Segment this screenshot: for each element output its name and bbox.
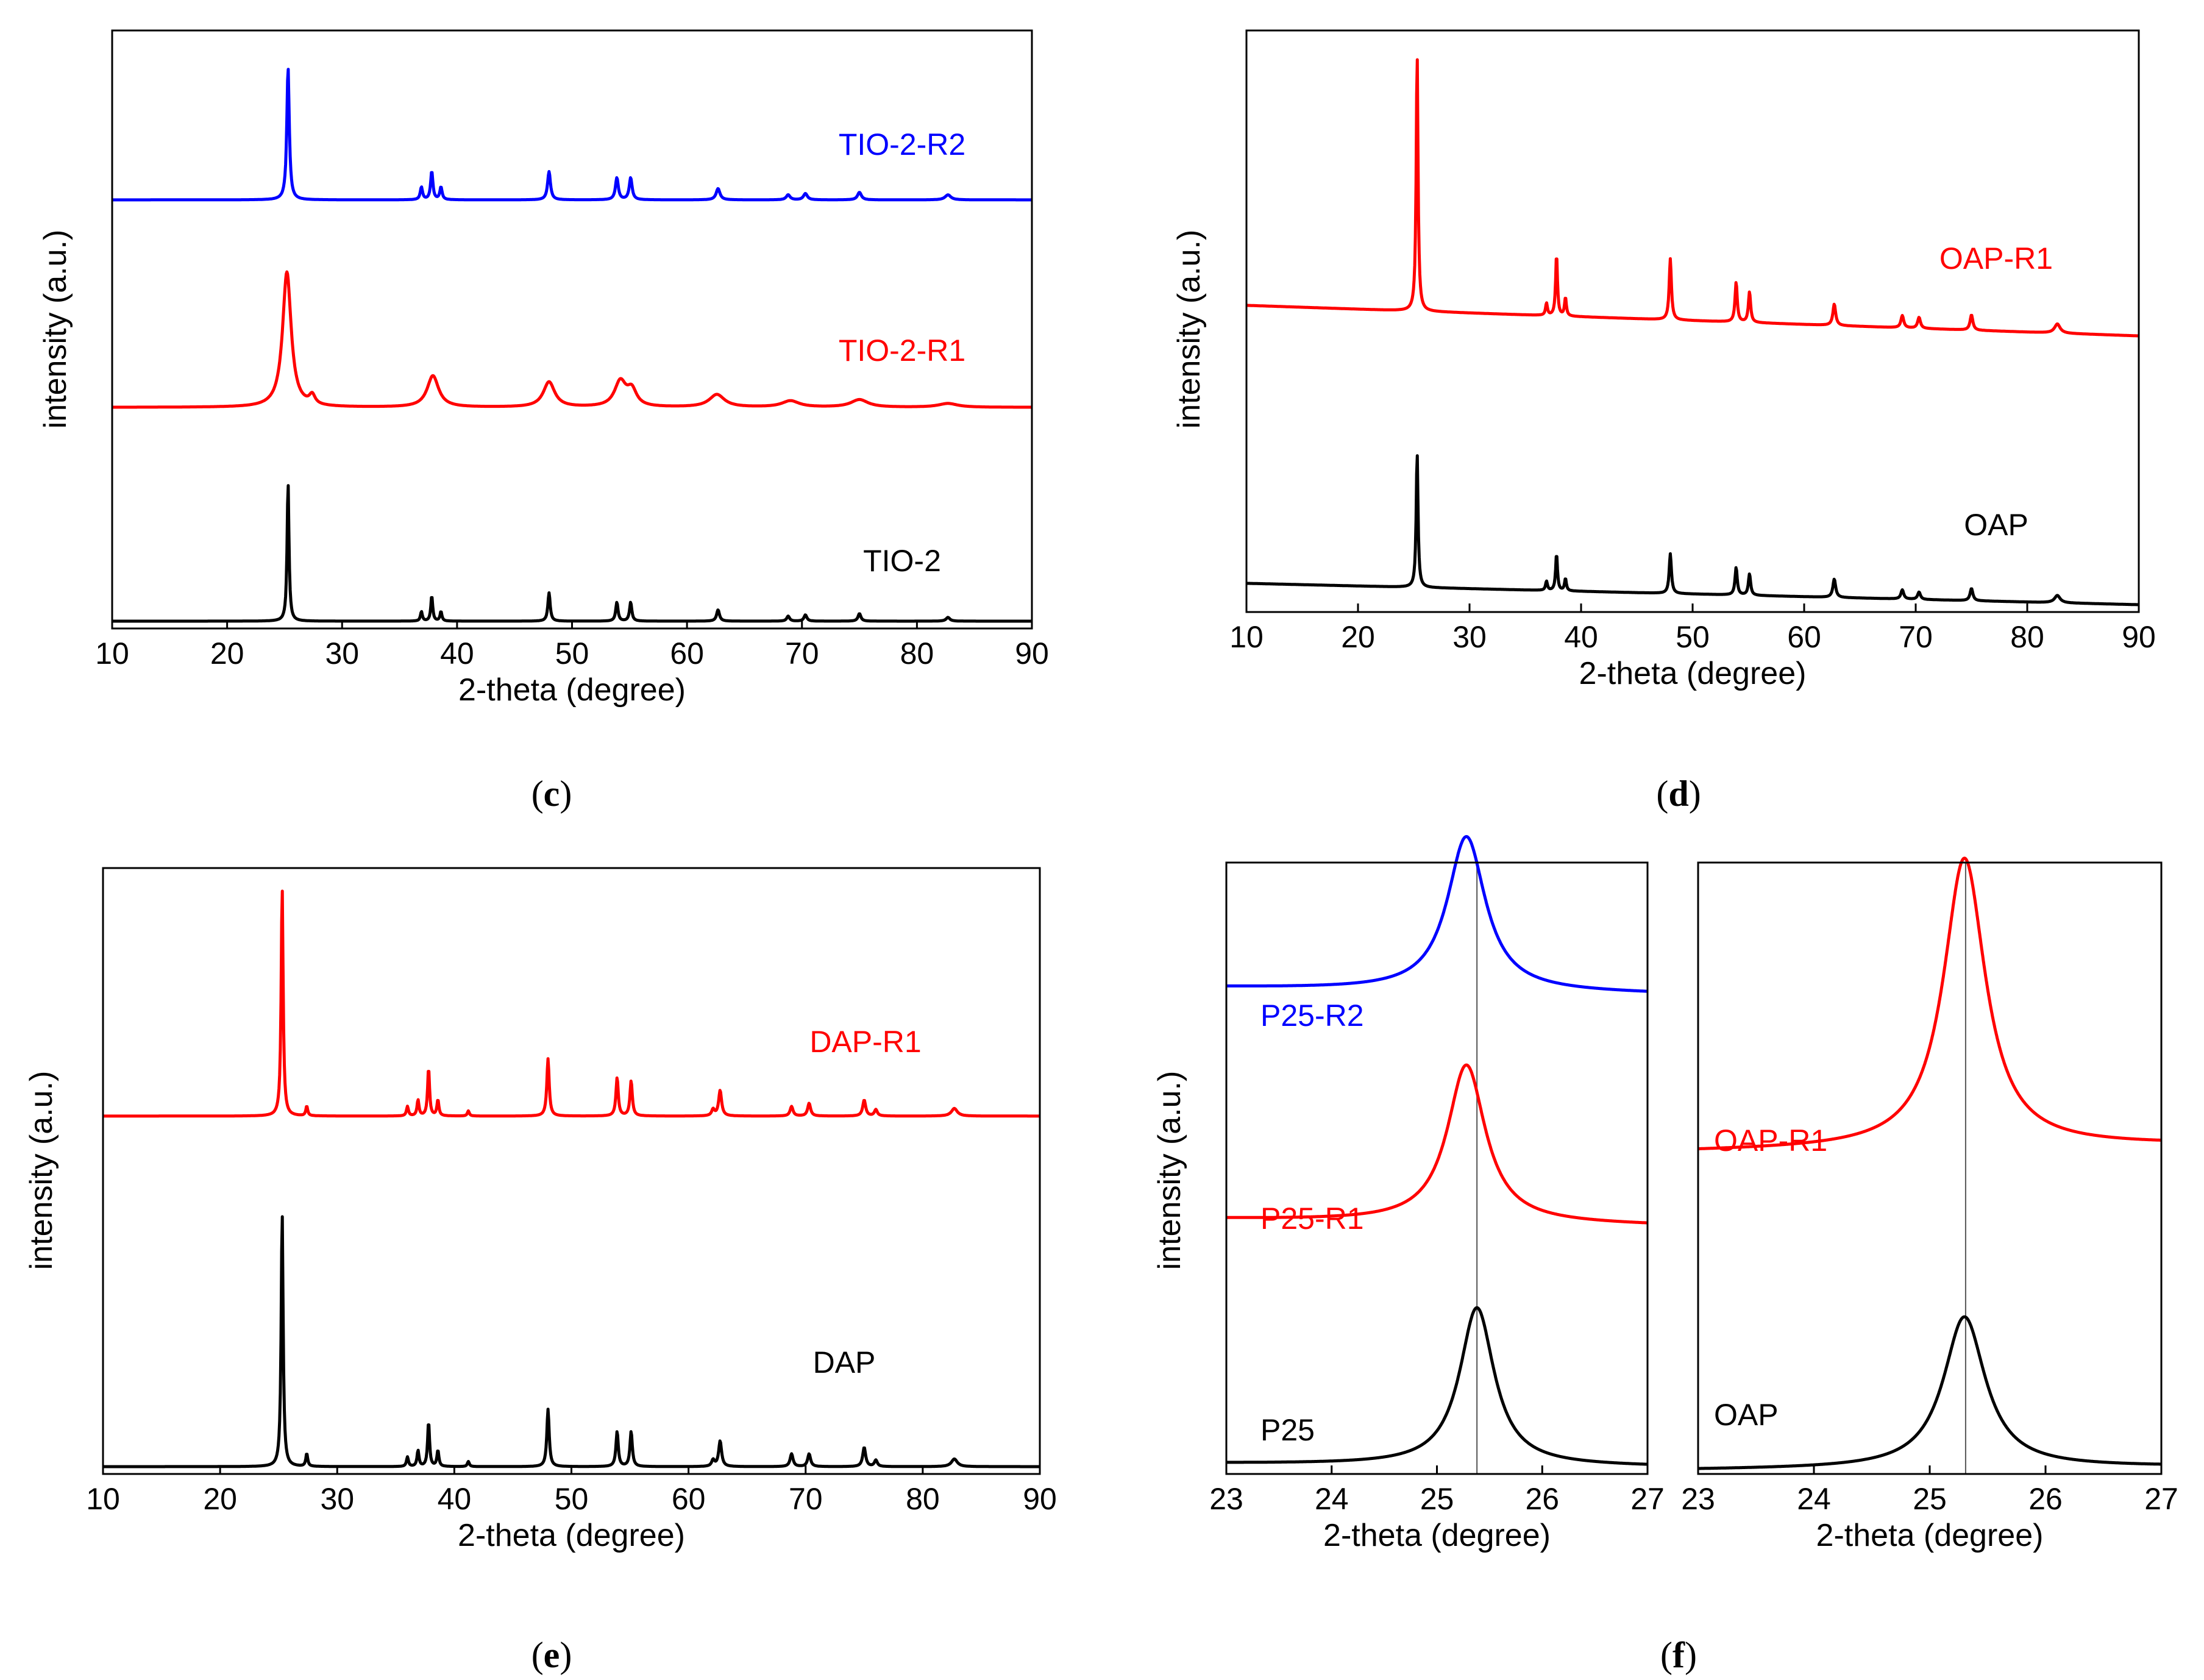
x-axis-label: 2-theta (degree) bbox=[1816, 1518, 2044, 1553]
series-line-p25-r2 bbox=[1225, 835, 1649, 993]
panel-d-chart: OAP-R1 OAP 10 20 30 40 50 60 70 80 90 2-theta (degr… bbox=[1171, 29, 2156, 691]
y-axis-label: intensity (a.u.) bbox=[38, 230, 73, 429]
series-line-tio-2-r1 bbox=[111, 270, 1033, 409]
x-tick-label: 90 bbox=[1023, 1482, 1057, 1516]
x-tick-label: 40 bbox=[1564, 620, 1598, 654]
series-line-p25 bbox=[1225, 1306, 1649, 1466]
x-tick-label: 20 bbox=[203, 1482, 237, 1516]
x-tick-label: 20 bbox=[1341, 620, 1375, 654]
series-label-oap-r1: OAP-R1 bbox=[1939, 241, 2053, 276]
plot-frame bbox=[102, 867, 1041, 1475]
series-label-p25: P25 bbox=[1260, 1413, 1315, 1447]
x-tick-label: 10 bbox=[95, 636, 129, 671]
x-tick-label: 20 bbox=[210, 636, 244, 671]
x-tick-label: 70 bbox=[1899, 620, 1933, 654]
series-label-tio-2: TIO-2 bbox=[863, 544, 941, 578]
x-tick-label: 70 bbox=[789, 1482, 823, 1516]
x-tick-label: 26 bbox=[1525, 1482, 1559, 1516]
x-axis-label: 2-theta (degree) bbox=[458, 672, 686, 708]
series-label-dap: DAP bbox=[813, 1345, 876, 1379]
x-tick-label: 50 bbox=[1676, 620, 1710, 654]
plot-frame bbox=[1225, 861, 1649, 1475]
x-tick-label: 26 bbox=[2028, 1482, 2063, 1516]
x-axis-label: 2-theta (degree) bbox=[1579, 656, 1807, 691]
x-tick-label: 27 bbox=[1630, 1482, 1665, 1516]
series-label-oap: OAP bbox=[1714, 1398, 1779, 1432]
x-tick-label: 80 bbox=[900, 636, 934, 671]
series-line-dap bbox=[102, 1215, 1041, 1468]
x-tick-label: 50 bbox=[555, 1482, 589, 1516]
series-line-p25-r1 bbox=[1225, 1063, 1649, 1225]
series-line-dap-r1 bbox=[102, 889, 1041, 1118]
x-tick-label: 40 bbox=[438, 1482, 472, 1516]
x-axis-label: 2-theta (degree) bbox=[458, 1518, 685, 1553]
series-label-p25-r1: P25-R1 bbox=[1260, 1201, 1364, 1236]
plot-frame bbox=[1697, 861, 2163, 1475]
panel-f-left-chart: P25-R2 P25-R1 P25 23 24 25 26 27 2-theta (degree… bbox=[1152, 835, 1665, 1553]
x-tick-label: 40 bbox=[440, 636, 474, 671]
x-tick-label: 30 bbox=[325, 636, 359, 671]
y-axis-label: intensity (a.u.) bbox=[1171, 230, 1207, 429]
panel-label-d: (d) bbox=[1656, 774, 1701, 814]
x-tick-label: 90 bbox=[2122, 620, 2156, 654]
series-line-oap-r1 bbox=[1697, 856, 2163, 1150]
series-label-oap-r1: OAP-R1 bbox=[1714, 1123, 1827, 1158]
x-tick-label: 60 bbox=[670, 636, 704, 671]
panel-f-right-chart: OAP-R1 OAP 23 24 25 26 27 2-theta (degree) bbox=[1681, 856, 2178, 1553]
y-axis-label: intensity (a.u.) bbox=[1152, 1071, 1187, 1270]
plot-frame bbox=[111, 29, 1033, 630]
x-tick-label: 25 bbox=[1420, 1482, 1454, 1516]
x-tick-label: 70 bbox=[785, 636, 819, 671]
panel-e-chart: DAP-R1 DAP 10 20 30 40 50 60 70 80 90 2-theta (degr… bbox=[24, 867, 1057, 1553]
series-label-tio-2-r1: TIO-2-R1 bbox=[839, 333, 965, 368]
series-label-oap: OAP bbox=[1964, 508, 2028, 542]
series-line-oap-r1 bbox=[1245, 58, 2140, 338]
x-tick-label: 23 bbox=[1681, 1482, 1715, 1516]
x-tick-label: 10 bbox=[86, 1482, 120, 1516]
x-tick-label: 80 bbox=[906, 1482, 940, 1516]
x-tick-label: 50 bbox=[555, 636, 589, 671]
x-tick-label: 23 bbox=[1209, 1482, 1243, 1516]
x-axis-label: 2-theta (degree) bbox=[1323, 1518, 1551, 1553]
x-tick-label: 25 bbox=[1913, 1482, 1947, 1516]
x-tick-label: 60 bbox=[672, 1482, 706, 1516]
series-line-oap bbox=[1697, 1315, 2163, 1470]
y-axis-label: intensity (a.u.) bbox=[24, 1071, 59, 1270]
x-tick-label: 24 bbox=[1315, 1482, 1349, 1516]
series-line-tio-2-r2 bbox=[111, 68, 1033, 202]
x-tick-label: 24 bbox=[1797, 1482, 1831, 1516]
panel-label-f: (f) bbox=[1660, 1635, 1697, 1675]
x-tick-label: 30 bbox=[320, 1482, 354, 1516]
x-tick-label: 90 bbox=[1015, 636, 1049, 671]
x-tick-label: 30 bbox=[1452, 620, 1487, 654]
series-label-tio-2-r2: TIO-2-R2 bbox=[839, 127, 965, 162]
panel-c-chart: TIO-2-R2 TIO-2-R1 TIO-2 10 20 30 40 50 60 70 80 90 2… bbox=[38, 29, 1049, 708]
series-label-dap-r1: DAP-R1 bbox=[809, 1025, 921, 1059]
series-line-oap bbox=[1245, 454, 2140, 607]
panel-label-e: (e) bbox=[531, 1635, 572, 1675]
x-tick-label: 27 bbox=[2144, 1482, 2178, 1516]
panel-label-c: (c) bbox=[531, 774, 572, 814]
x-tick-label: 80 bbox=[2010, 620, 2044, 654]
series-label-p25-r2: P25-R2 bbox=[1260, 998, 1364, 1033]
x-tick-label: 10 bbox=[1229, 620, 1264, 654]
x-tick-label: 60 bbox=[1787, 620, 1821, 654]
